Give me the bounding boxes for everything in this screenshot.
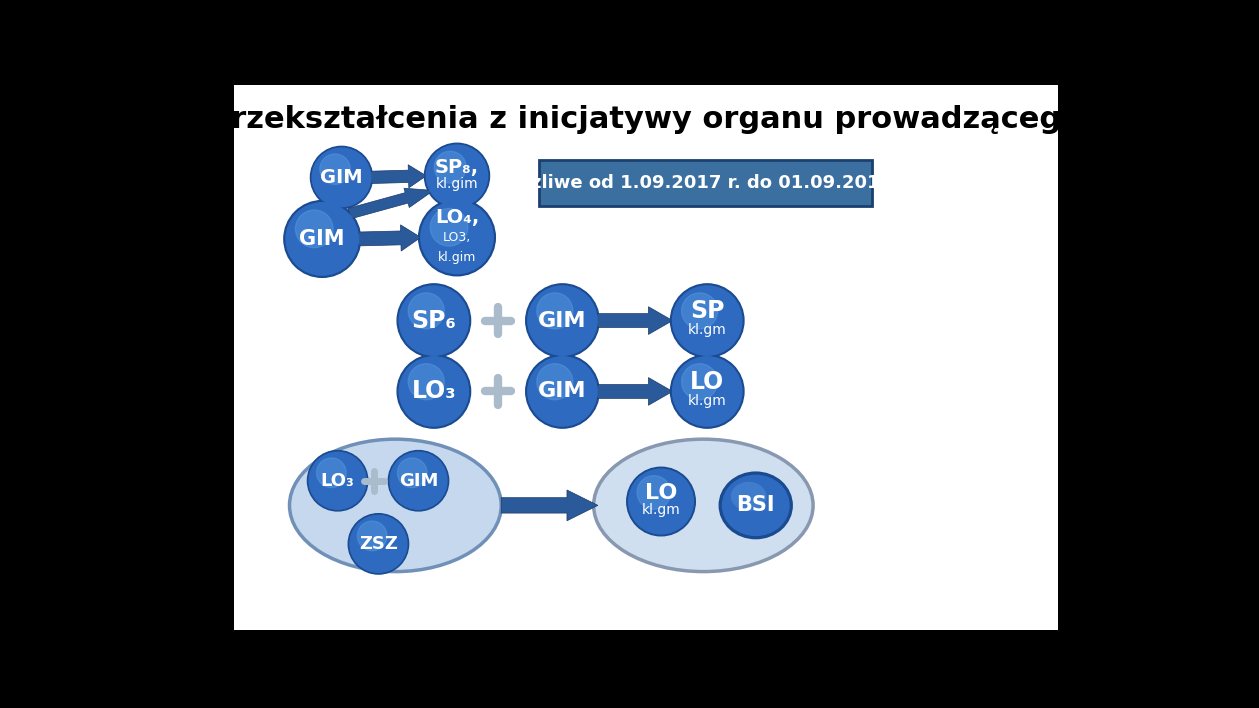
Text: kl.gm: kl.gm — [642, 503, 680, 518]
Text: LO₃: LO₃ — [412, 379, 456, 404]
Circle shape — [627, 467, 695, 536]
Circle shape — [637, 476, 671, 509]
Circle shape — [526, 355, 599, 428]
Polygon shape — [501, 490, 598, 521]
Text: GIM: GIM — [538, 311, 587, 331]
Polygon shape — [597, 377, 672, 405]
Circle shape — [528, 286, 597, 355]
Circle shape — [434, 152, 466, 183]
Text: kl.gim: kl.gim — [438, 251, 476, 264]
Text: BSI: BSI — [737, 496, 776, 515]
Ellipse shape — [290, 439, 501, 571]
Circle shape — [408, 293, 444, 329]
Text: LO: LO — [690, 370, 724, 394]
Text: SP₈,: SP₈, — [434, 158, 478, 177]
Circle shape — [388, 450, 448, 511]
Text: GIM: GIM — [399, 472, 438, 490]
Text: kl.gm: kl.gm — [687, 323, 726, 337]
Circle shape — [398, 458, 427, 488]
Circle shape — [671, 284, 744, 358]
Circle shape — [390, 452, 447, 509]
Ellipse shape — [719, 472, 793, 539]
Circle shape — [671, 355, 744, 428]
Circle shape — [349, 514, 409, 574]
Text: Przekształcenia z inicjatywy organu prowadzącego: Przekształcenia z inicjatywy organu prow… — [209, 105, 1083, 134]
Text: kl.gm: kl.gm — [687, 394, 726, 408]
Circle shape — [399, 357, 468, 426]
Circle shape — [681, 364, 718, 400]
FancyBboxPatch shape — [234, 85, 1058, 630]
FancyBboxPatch shape — [539, 159, 872, 206]
Circle shape — [307, 450, 368, 511]
Circle shape — [310, 452, 366, 509]
Text: SP₆: SP₆ — [412, 309, 456, 333]
Circle shape — [358, 521, 387, 551]
Text: GIM: GIM — [538, 382, 587, 401]
Ellipse shape — [721, 474, 789, 536]
Circle shape — [628, 469, 694, 534]
Polygon shape — [597, 307, 672, 334]
Circle shape — [536, 293, 573, 329]
Circle shape — [431, 208, 468, 246]
Circle shape — [528, 357, 597, 426]
Circle shape — [418, 199, 495, 276]
Circle shape — [681, 293, 718, 329]
Circle shape — [350, 515, 407, 572]
Circle shape — [312, 148, 370, 207]
Circle shape — [672, 286, 742, 355]
Text: LO₃: LO₃ — [321, 472, 355, 490]
Polygon shape — [370, 165, 427, 188]
Text: GIM: GIM — [320, 168, 363, 187]
Text: SP: SP — [690, 299, 724, 323]
Polygon shape — [347, 188, 433, 219]
Circle shape — [421, 201, 494, 273]
Circle shape — [316, 458, 346, 488]
Text: GIM: GIM — [300, 229, 345, 249]
Circle shape — [672, 357, 742, 426]
Text: ZSZ: ZSZ — [359, 535, 398, 553]
Circle shape — [283, 200, 360, 278]
Polygon shape — [359, 225, 421, 251]
Text: możliwe od 1.09.2017 r. do 01.09.2019 r.: możliwe od 1.09.2017 r. do 01.09.2019 r. — [500, 173, 912, 192]
Ellipse shape — [730, 481, 767, 511]
Text: LO3,: LO3, — [443, 231, 471, 244]
Circle shape — [397, 284, 471, 358]
Text: LO: LO — [645, 483, 677, 503]
Circle shape — [424, 143, 490, 208]
Circle shape — [311, 147, 373, 208]
Circle shape — [397, 355, 471, 428]
Circle shape — [286, 202, 359, 275]
Circle shape — [408, 364, 444, 400]
Circle shape — [320, 154, 350, 184]
Circle shape — [399, 286, 468, 355]
Text: LO₄,: LO₄, — [434, 208, 480, 227]
Circle shape — [427, 145, 487, 207]
Ellipse shape — [594, 439, 813, 571]
Circle shape — [526, 284, 599, 358]
Circle shape — [536, 364, 573, 400]
Text: kl.gim: kl.gim — [436, 177, 478, 191]
Circle shape — [296, 210, 334, 248]
